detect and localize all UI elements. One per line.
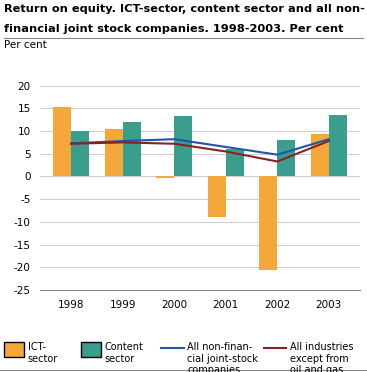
Bar <box>277 140 295 176</box>
Bar <box>71 131 89 176</box>
Bar <box>174 116 192 176</box>
Bar <box>226 149 244 176</box>
Text: Content
sector: Content sector <box>105 342 143 364</box>
Bar <box>259 176 277 270</box>
Text: All non-finan-
cial joint-stock
companies: All non-finan- cial joint-stock companie… <box>187 342 258 372</box>
Bar <box>105 129 123 176</box>
Text: Return on equity. ICT-sector, content sector and all non-: Return on equity. ICT-sector, content se… <box>4 4 364 14</box>
Bar <box>311 134 329 176</box>
Bar <box>53 108 71 176</box>
Bar <box>123 122 141 176</box>
Bar <box>156 176 174 178</box>
Text: Per cent: Per cent <box>4 40 46 50</box>
Bar <box>208 176 226 217</box>
Bar <box>329 115 347 176</box>
Text: financial joint stock companies. 1998-2003. Per cent: financial joint stock companies. 1998-20… <box>4 24 343 34</box>
Text: All industries
except from
oil and gas: All industries except from oil and gas <box>290 342 353 372</box>
Text: ICT-
sector: ICT- sector <box>28 342 58 364</box>
